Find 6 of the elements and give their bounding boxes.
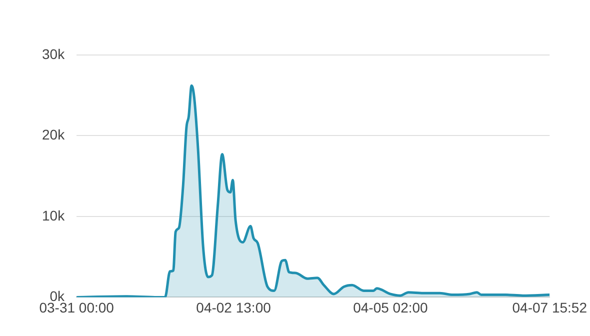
- y-tick-label: 20k: [42, 126, 66, 143]
- y-tick-label: 10k: [42, 207, 66, 224]
- x-tick-label: 04-02 13:00: [196, 299, 272, 316]
- x-tick-label: 04-07 15:52: [512, 299, 588, 316]
- y-tick-label: 30k: [42, 46, 66, 62]
- x-tick-label: 04-05 02:00: [353, 299, 428, 316]
